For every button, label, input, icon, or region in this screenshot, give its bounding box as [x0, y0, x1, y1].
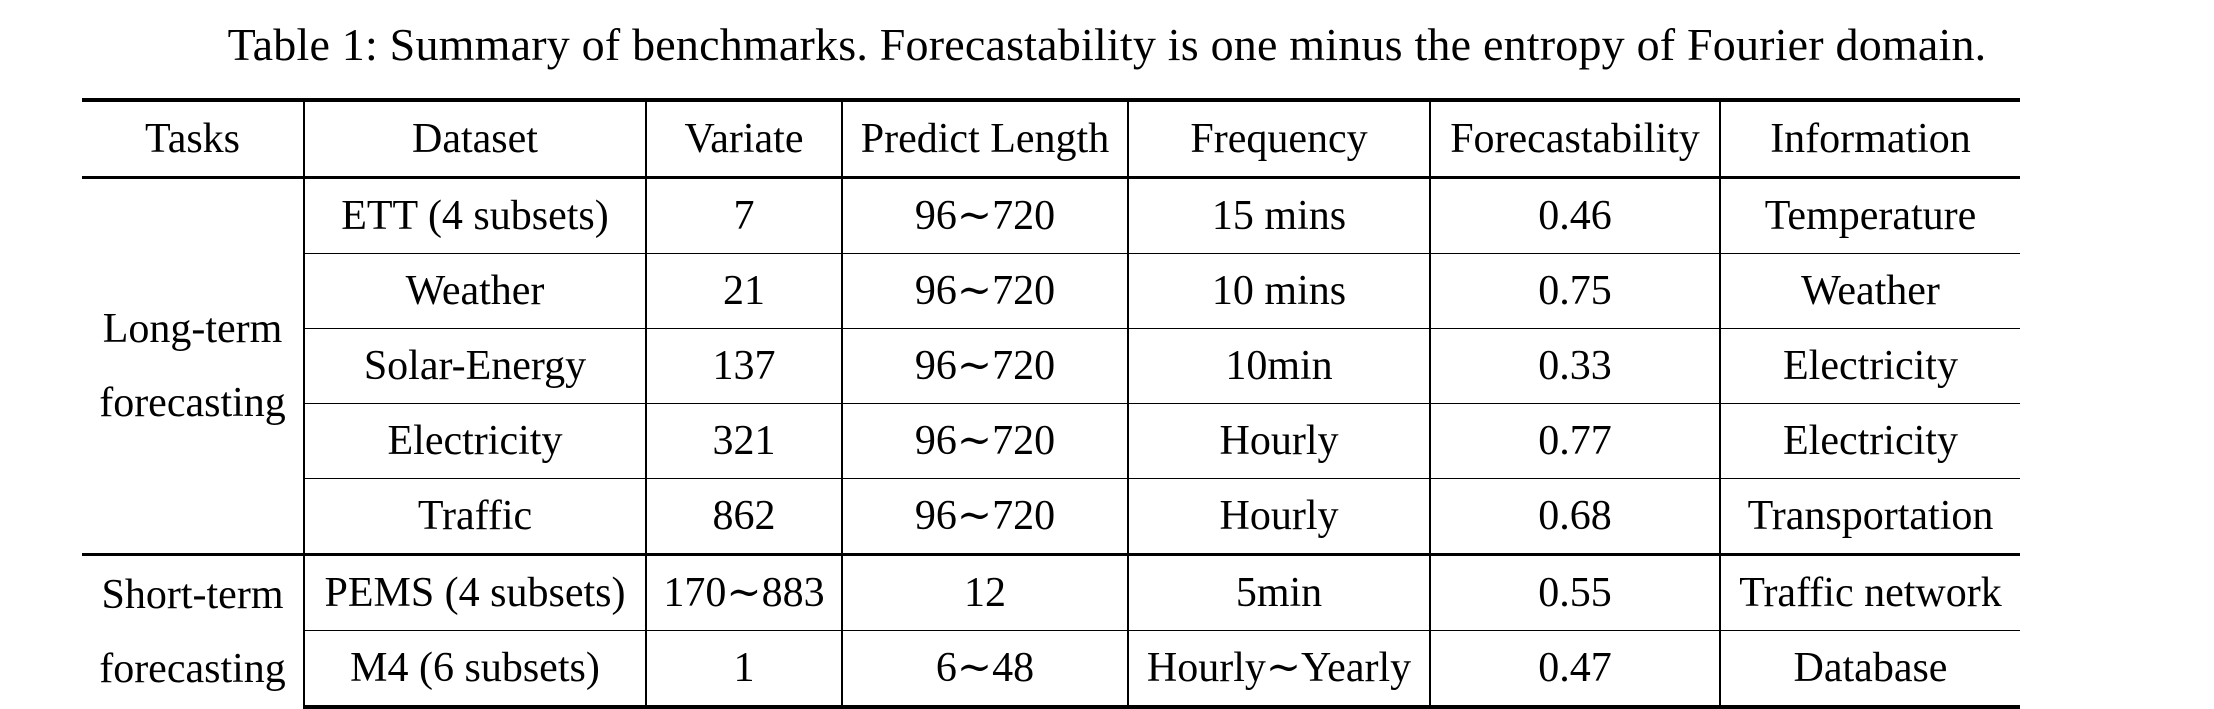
information-cell: Traffic network [1719, 553, 2020, 631]
variate-cell: 137 [645, 328, 842, 404]
dataset-cell: M4 (6 subsets) [303, 630, 646, 709]
variate-cell: 7 [645, 177, 842, 254]
header-dataset: Dataset [303, 98, 646, 179]
forecastability-cell: 0.68 [1429, 478, 1720, 555]
task-label-line: forecasting [99, 380, 286, 426]
dataset-cell: Electricity [303, 403, 646, 479]
task-label-line: Long-term [102, 306, 283, 352]
information-cell: Electricity [1719, 403, 2020, 479]
header-forecastability: Forecastability [1429, 98, 1720, 179]
dataset-cell: PEMS (4 subsets) [303, 553, 646, 631]
variate-cell: 321 [645, 403, 842, 479]
task-label-line: forecasting [99, 645, 286, 692]
table-row: Long-term forecasting ETT (4 subsets) 7 … [82, 177, 2020, 426]
predict-length-cell: 96∼720 [841, 253, 1128, 329]
forecastability-cell: 0.47 [1429, 630, 1720, 709]
predict-length-cell: 12 [841, 553, 1128, 631]
predict-length-cell: 96∼720 [841, 403, 1128, 479]
information-cell: Weather [1719, 253, 2020, 329]
task-label-line: Short-term [101, 571, 284, 618]
information-cell: Electricity [1719, 328, 2020, 404]
variate-cell: 862 [645, 478, 842, 555]
dataset-cell: Traffic [303, 478, 646, 555]
predict-length-cell: 96∼720 [841, 328, 1128, 404]
frequency-cell: 15 mins [1127, 177, 1430, 254]
header-predict-length: Predict Length [841, 98, 1128, 179]
frequency-cell: 10 mins [1127, 253, 1430, 329]
header-row: Tasks Dataset Variate Predict Length Fre… [82, 98, 2020, 179]
predict-length-cell: 6∼48 [841, 630, 1128, 709]
information-cell: Database [1719, 630, 2020, 709]
forecastability-cell: 0.46 [1429, 177, 1720, 254]
information-cell: Transportation [1719, 478, 2020, 555]
forecastability-cell: 0.33 [1429, 328, 1720, 404]
forecastability-cell: 0.75 [1429, 253, 1720, 329]
table-caption: Table 1: Summary of benchmarks. Forecast… [227, 19, 1987, 70]
frequency-cell: 10min [1127, 328, 1430, 404]
dataset-cell: Solar-Energy [303, 328, 646, 404]
variate-cell: 21 [645, 253, 842, 329]
table-row: Traffic 862 96∼720 Hourly 0.68 Transport… [82, 478, 2020, 555]
information-cell: Temperature [1719, 177, 2020, 254]
table-row: Weather 21 96∼720 10 mins 0.75 Weather [82, 253, 2020, 329]
header-frequency: Frequency [1127, 98, 1430, 179]
table-row: M4 (6 subsets) 1 6∼48 Hourly∼Yearly 0.47… [82, 630, 2020, 709]
predict-length-cell: 96∼720 [841, 177, 1128, 254]
table-row: Solar-Energy 137 96∼720 10min 0.33 Elect… [82, 328, 2020, 404]
frequency-cell: Hourly [1127, 478, 1430, 555]
header-variate: Variate [645, 98, 842, 179]
forecastability-cell: 0.77 [1429, 403, 1720, 479]
variate-cell: 170∼883 [645, 553, 842, 631]
task-cell-short-term: Short-term forecasting [82, 553, 304, 707]
frequency-cell: Hourly [1127, 403, 1430, 479]
dataset-cell: Weather [303, 253, 646, 329]
benchmark-table: Tasks Dataset Variate Predict Length Fre… [82, 98, 2020, 709]
table-row: Short-term forecasting PEMS (4 subsets) … [82, 553, 2020, 707]
dataset-cell: ETT (4 subsets) [303, 177, 646, 254]
frequency-cell: Hourly∼Yearly [1127, 630, 1430, 709]
header-information: Information [1719, 98, 2020, 179]
task-cell-long-term: Long-term forecasting [82, 178, 304, 555]
forecastability-cell: 0.55 [1429, 553, 1720, 631]
predict-length-cell: 96∼720 [841, 478, 1128, 555]
variate-cell: 1 [645, 630, 842, 709]
header-tasks: Tasks [82, 98, 304, 179]
frequency-cell: 5min [1127, 553, 1430, 631]
table-row: Electricity 321 96∼720 Hourly 0.77 Elect… [82, 403, 2020, 479]
